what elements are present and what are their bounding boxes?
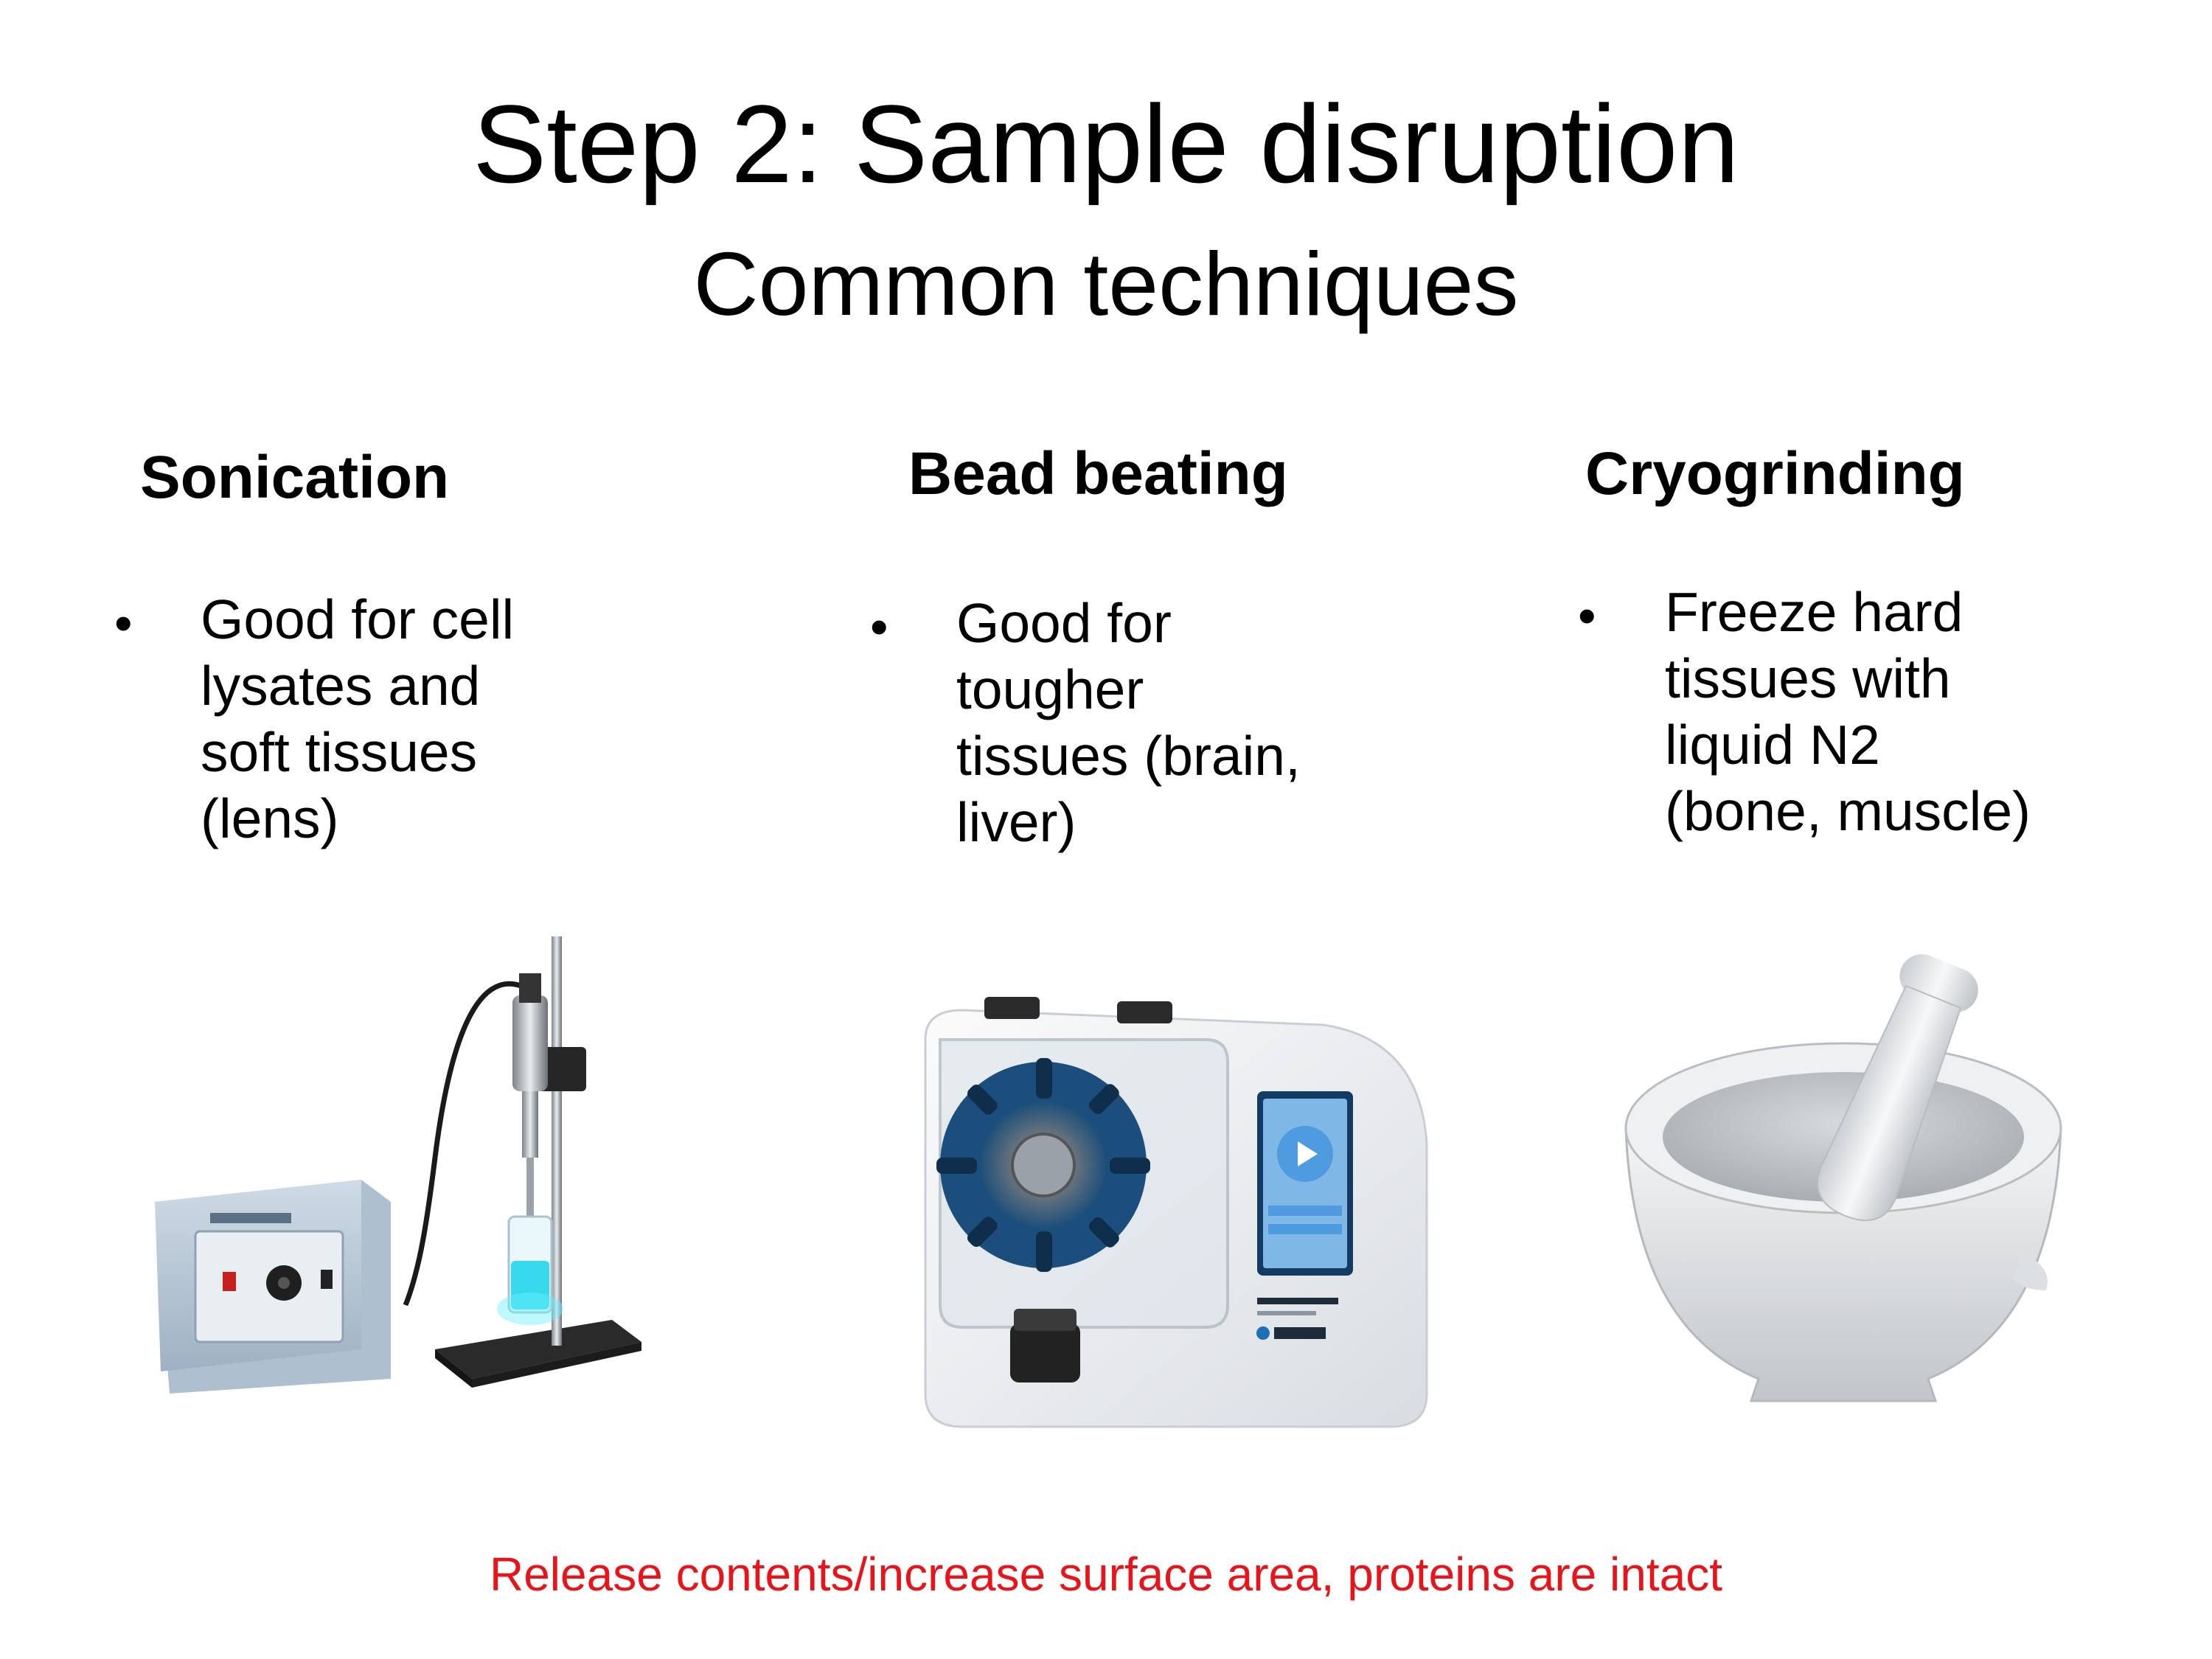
bullet-text-cryogrinding: Freeze hard tissues with liquid N2 (bone… — [1665, 579, 2031, 844]
bullet-line: Freeze hard — [1665, 581, 1964, 643]
bullet-line: tissues (brain, — [956, 725, 1301, 787]
bullet-dot: • — [1578, 587, 1596, 644]
bullet-line: (bone, muscle) — [1665, 780, 2031, 842]
heading-bead-beating: Bead beating — [908, 440, 1288, 507]
bullet-text-sonication: Good for cell lysates and soft tissues (… — [201, 586, 514, 852]
bullet-line: liquid N2 — [1665, 714, 1880, 776]
bullet-dot: • — [114, 594, 133, 652]
bullet-dot: • — [870, 598, 888, 655]
heading-sonication: Sonication — [140, 444, 450, 511]
bullet-line: Good for — [956, 592, 1172, 654]
bead-beater-icon — [924, 997, 1428, 1428]
bullet-line: tougher — [956, 658, 1144, 720]
sonicator-icon — [155, 936, 641, 1394]
footer-note: Release contents/increase surface area, … — [489, 1548, 1723, 1601]
bullet-text-bead-beating: Good for tougher tissues (brain, liver) — [956, 590, 1301, 855]
slide-title: Step 2: Sample disruption — [473, 82, 1739, 206]
bullet-line: (lens) — [201, 787, 339, 849]
mortar-pestle-icon — [1624, 954, 2062, 1402]
bullet-line: Good for cell — [201, 588, 515, 650]
slide-subtitle: Common techniques — [693, 234, 1519, 334]
bullet-line: tissues with — [1665, 647, 1951, 709]
bullet-line: lysates and — [201, 655, 481, 717]
bullet-line: soft tissues — [201, 721, 478, 783]
heading-cryogrinding: Cryogrinding — [1585, 440, 1965, 507]
bullet-line: liver) — [956, 791, 1077, 853]
